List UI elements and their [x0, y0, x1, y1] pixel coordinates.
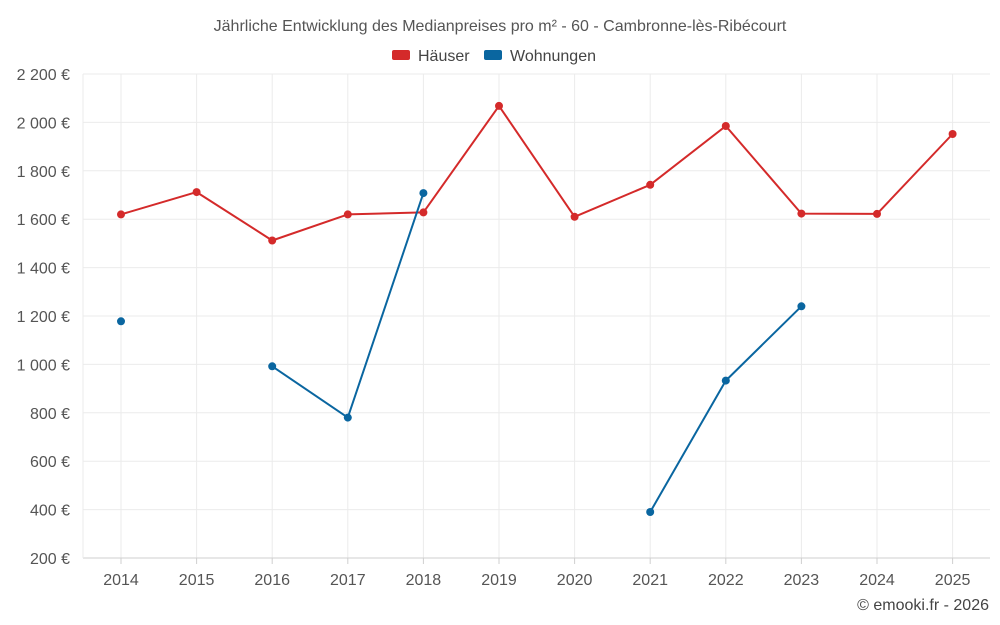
x-tick-label: 2020: [557, 572, 593, 589]
x-tick-label: 2016: [254, 572, 290, 589]
data-point[interactable]: [343, 413, 352, 422]
gridlines: [83, 73, 990, 558]
data-point[interactable]: [419, 208, 428, 217]
x-tick-label: 2022: [708, 572, 744, 589]
data-point[interactable]: [192, 188, 201, 197]
data-point[interactable]: [117, 317, 125, 326]
y-tick-label: 1 600 €: [17, 212, 70, 229]
data-point[interactable]: [646, 180, 655, 189]
series-wohnungen: [117, 189, 806, 516]
data-point[interactable]: [268, 362, 277, 371]
series: [117, 101, 957, 516]
data-point[interactable]: [873, 209, 881, 218]
data-point[interactable]: [948, 130, 957, 138]
credit-text: © emooki.fr - 2026: [857, 597, 989, 614]
y-tick-label: 1 800 €: [17, 164, 70, 181]
x-tick-label: 2023: [784, 572, 820, 589]
y-tick-label: 200 €: [30, 551, 70, 568]
series-haeuser: [117, 101, 957, 245]
legend-label-haeuser: Häuser: [418, 48, 470, 65]
data-point[interactable]: [797, 209, 806, 218]
data-point[interactable]: [646, 508, 655, 516]
chart-title: Jährliche Entwicklung des Medianpreises …: [214, 18, 787, 35]
data-point[interactable]: [797, 302, 806, 311]
x-tick-label: 2025: [935, 572, 971, 589]
x-tick-label: 2024: [859, 572, 895, 589]
data-point[interactable]: [117, 210, 125, 219]
data-point[interactable]: [495, 101, 503, 110]
data-point[interactable]: [721, 122, 730, 130]
x-tick-label: 2015: [179, 572, 215, 589]
x-tick-label: 2021: [632, 572, 668, 589]
y-tick-label: 800 €: [30, 406, 70, 423]
data-point[interactable]: [343, 210, 352, 219]
data-point[interactable]: [419, 189, 428, 198]
legend: Häuser Wohnungen: [392, 48, 596, 65]
x-tick-label: 2019: [481, 572, 517, 589]
x-tick-label: 2014: [103, 572, 139, 589]
legend-item-wohnungen[interactable]: Wohnungen: [484, 48, 596, 65]
data-point[interactable]: [570, 212, 579, 221]
legend-swatch-wohnungen: [484, 50, 502, 60]
y-tick-label: 400 €: [30, 503, 70, 520]
y-tick-label: 1 000 €: [17, 357, 70, 374]
y-tick-label: 2 000 €: [17, 115, 70, 132]
legend-item-haeuser[interactable]: Häuser: [392, 48, 470, 65]
data-point[interactable]: [721, 376, 730, 385]
data-point[interactable]: [268, 236, 277, 245]
x-tick-label: 2017: [330, 572, 366, 589]
axes: 200 € 400 € 600 € 800 € 1 000 € 1 200 € 1 400 …: [17, 67, 990, 589]
legend-swatch-haeuser: [392, 50, 410, 60]
legend-label-wohnungen: Wohnungen: [510, 48, 596, 65]
y-tick-label: 2 200 €: [17, 67, 70, 84]
series-line: [120, 104, 954, 242]
y-tick-label: 1 200 €: [17, 309, 70, 326]
y-tick-label: 600 €: [30, 454, 70, 471]
x-tick-label: 2018: [406, 572, 442, 589]
y-tick-label: 1 400 €: [17, 261, 70, 278]
